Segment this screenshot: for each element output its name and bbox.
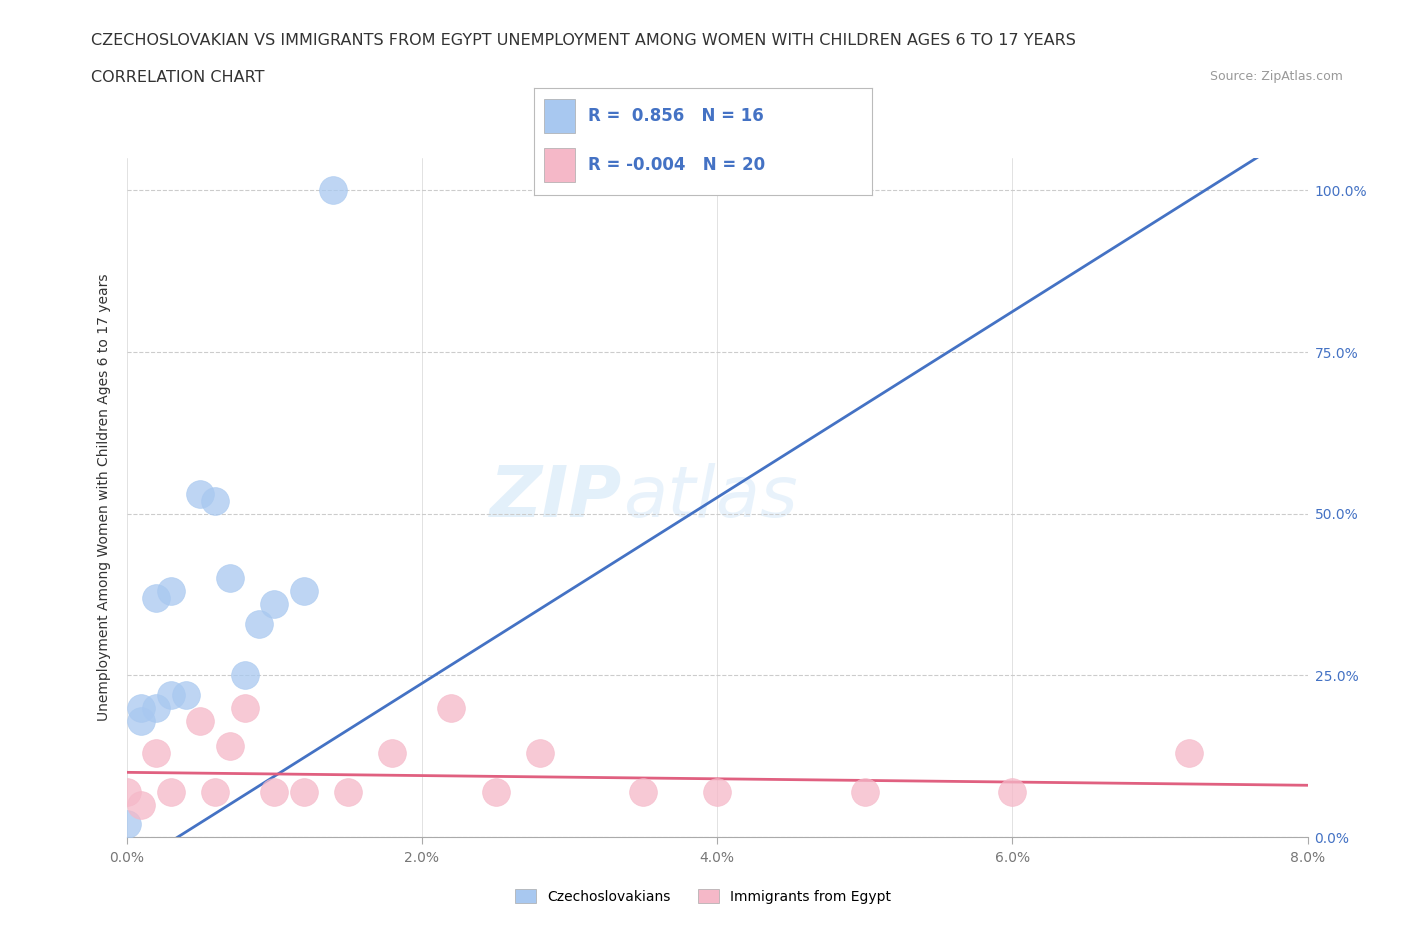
Bar (544, 148, 575, 182)
Point (529, 746, 551, 761)
Text: ZIP: ZIP (491, 463, 623, 532)
Point (145, 700, 167, 715)
Text: R =  0.856   N = 16: R = 0.856 N = 16 (588, 107, 763, 126)
Point (115, 784, 138, 799)
Point (484, 784, 508, 799)
Point (292, 584, 315, 599)
Point (204, 493, 226, 508)
Point (188, 713, 211, 728)
Text: atlas: atlas (623, 463, 797, 532)
Point (1178, 746, 1201, 761)
Point (853, 784, 876, 799)
Point (233, 700, 256, 715)
Text: CZECHOSLOVAKIAN VS IMMIGRANTS FROM EGYPT UNEMPLOYMENT AMONG WOMEN WITH CHILDREN : CZECHOSLOVAKIAN VS IMMIGRANTS FROM EGYPT… (91, 33, 1076, 47)
Point (440, 700, 463, 715)
Point (160, 584, 183, 599)
Point (188, 487, 211, 502)
Point (174, 687, 197, 702)
Point (292, 784, 315, 799)
Point (263, 597, 285, 612)
Bar (544, 100, 575, 133)
Text: CORRELATION CHART: CORRELATION CHART (91, 70, 264, 85)
Point (263, 784, 285, 799)
Point (337, 784, 360, 799)
Point (129, 700, 153, 715)
Point (233, 668, 256, 683)
Point (633, 784, 655, 799)
Point (160, 687, 183, 702)
Point (160, 784, 183, 799)
Point (1001, 784, 1024, 799)
Point (129, 797, 153, 812)
Point (322, 183, 344, 198)
Point (145, 591, 167, 605)
Point (145, 746, 167, 761)
Legend: Czechoslovakians, Immigrants from Egypt: Czechoslovakians, Immigrants from Egypt (509, 884, 897, 910)
Point (247, 617, 270, 631)
Point (129, 713, 153, 728)
Point (115, 817, 138, 831)
Point (204, 784, 226, 799)
Point (381, 746, 404, 761)
Text: Source: ZipAtlas.com: Source: ZipAtlas.com (1209, 70, 1343, 83)
Y-axis label: Unemployment Among Women with Children Ages 6 to 17 years: Unemployment Among Women with Children A… (97, 273, 111, 722)
Point (219, 739, 242, 754)
Point (706, 784, 728, 799)
Text: R = -0.004   N = 20: R = -0.004 N = 20 (588, 156, 765, 174)
Point (219, 571, 242, 586)
